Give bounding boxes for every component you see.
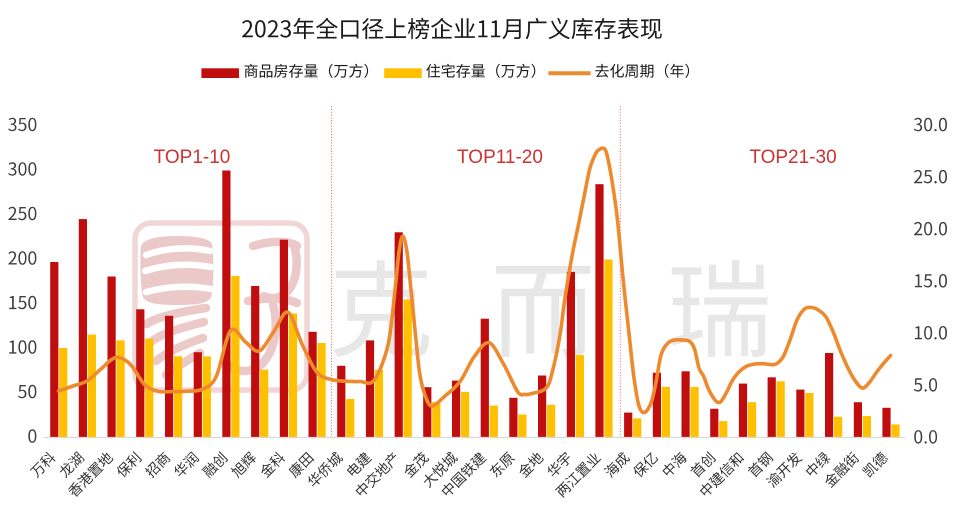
svg-text:TOP21-30: TOP21-30 bbox=[749, 147, 836, 168]
svg-text:TOP1-10: TOP1-10 bbox=[154, 147, 231, 168]
svg-text:TOP11-20: TOP11-20 bbox=[457, 147, 543, 168]
